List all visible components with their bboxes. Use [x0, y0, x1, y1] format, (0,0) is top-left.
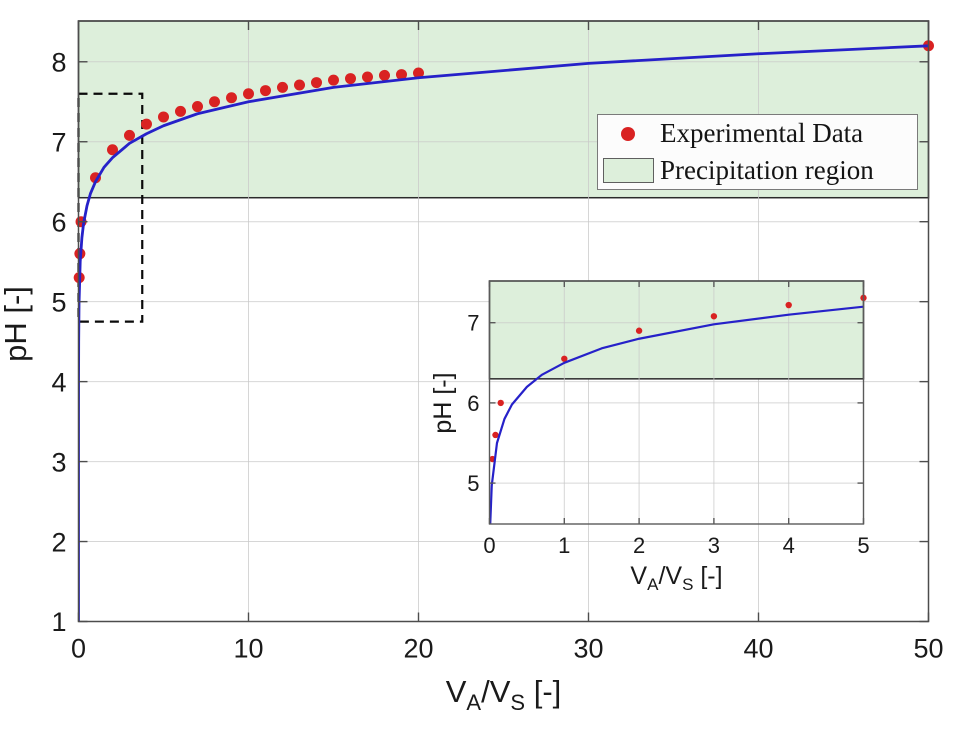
main-x-tick-label: 50 [913, 634, 943, 664]
inset-model-curve [489, 305, 864, 524]
main-scatter-series [73, 40, 934, 284]
inset-y-tick-label: 6 [467, 391, 479, 416]
red-dot-marker-icon [621, 126, 635, 141]
main-axis-box [77, 20, 930, 623]
main-x-tick-label: 20 [403, 634, 433, 664]
legend-label-experimental-data: Experimental Data [660, 118, 864, 149]
main-data-point [260, 85, 271, 97]
main-data-point [328, 74, 339, 86]
main-y-tick-label: 1 [51, 607, 66, 637]
main-y-axis-label: pH [-] [0, 286, 33, 362]
main-data-point [277, 81, 288, 93]
main-x-tick-label: 40 [743, 634, 773, 664]
inset-data-point [497, 399, 504, 407]
main-data-point [124, 129, 135, 141]
main-data-point [294, 79, 305, 91]
inset-y-axis-label: pH [-] [429, 372, 457, 433]
legend-label-precipitation-region: Precipitation region [660, 154, 874, 185]
inset-x-tick-label: 5 [857, 533, 869, 558]
main-data-point [175, 105, 186, 117]
main-data-point [209, 96, 220, 108]
inset-x-tick-label: 2 [633, 533, 645, 558]
inset-x-tick-label: 4 [783, 533, 795, 558]
main-x-tick-label: 0 [71, 634, 86, 664]
chart-legend: Experimental Data Precipitation region [597, 114, 918, 190]
legend-entry-precipitation-region: Precipitation region [598, 152, 917, 188]
main-data-point [345, 73, 356, 85]
inset-x-axis-label: VA/VS [-] [630, 562, 722, 594]
main-data-point [362, 71, 373, 83]
main-data-point [396, 69, 407, 81]
main-y-tick-label: 8 [51, 47, 66, 77]
inset-scatter-series [489, 294, 867, 463]
main-x-tick-label: 10 [233, 634, 263, 664]
main-data-point [107, 144, 118, 156]
inset-x-tick-label: 0 [483, 533, 495, 558]
main-x-tick-label: 30 [573, 634, 603, 664]
inset-y-tick-label: 5 [467, 471, 479, 496]
inset-precipitation-region [488, 280, 865, 380]
inset-data-point [635, 327, 643, 334]
main-y-tick-label: 7 [51, 127, 66, 157]
main-data-point [226, 92, 237, 104]
main-y-tick-label: 3 [51, 447, 66, 477]
main-data-point [413, 67, 424, 79]
main-y-tick-label: 6 [51, 207, 66, 237]
main-data-point [243, 88, 254, 100]
main-y-tick-label: 4 [51, 367, 66, 397]
main-data-point [379, 69, 390, 81]
inset-data-point [785, 301, 792, 309]
green-region-swatch-icon [603, 157, 654, 183]
main-data-point [141, 118, 152, 130]
inset-data-point [561, 355, 568, 362]
inset-data-point [492, 431, 499, 439]
inset-x-tick-label: 3 [708, 533, 720, 558]
inset-plot: 0 1 2 3 4 5 5 6 7 VA/VS [-] pH [-] [429, 280, 870, 594]
legend-entry-experimental-data: Experimental Data [598, 116, 917, 152]
inset-y-tick-label: 7 [467, 311, 479, 336]
main-x-axis-label: VA/VS [-] [446, 674, 562, 715]
main-data-point [192, 101, 203, 113]
main-data-point [311, 77, 322, 89]
inset-x-tick-label: 1 [558, 533, 570, 558]
main-data-point [158, 111, 169, 123]
inset-data-point [710, 313, 718, 320]
main-y-tick-label: 2 [51, 527, 66, 557]
main-y-tick-label: 5 [51, 287, 66, 317]
